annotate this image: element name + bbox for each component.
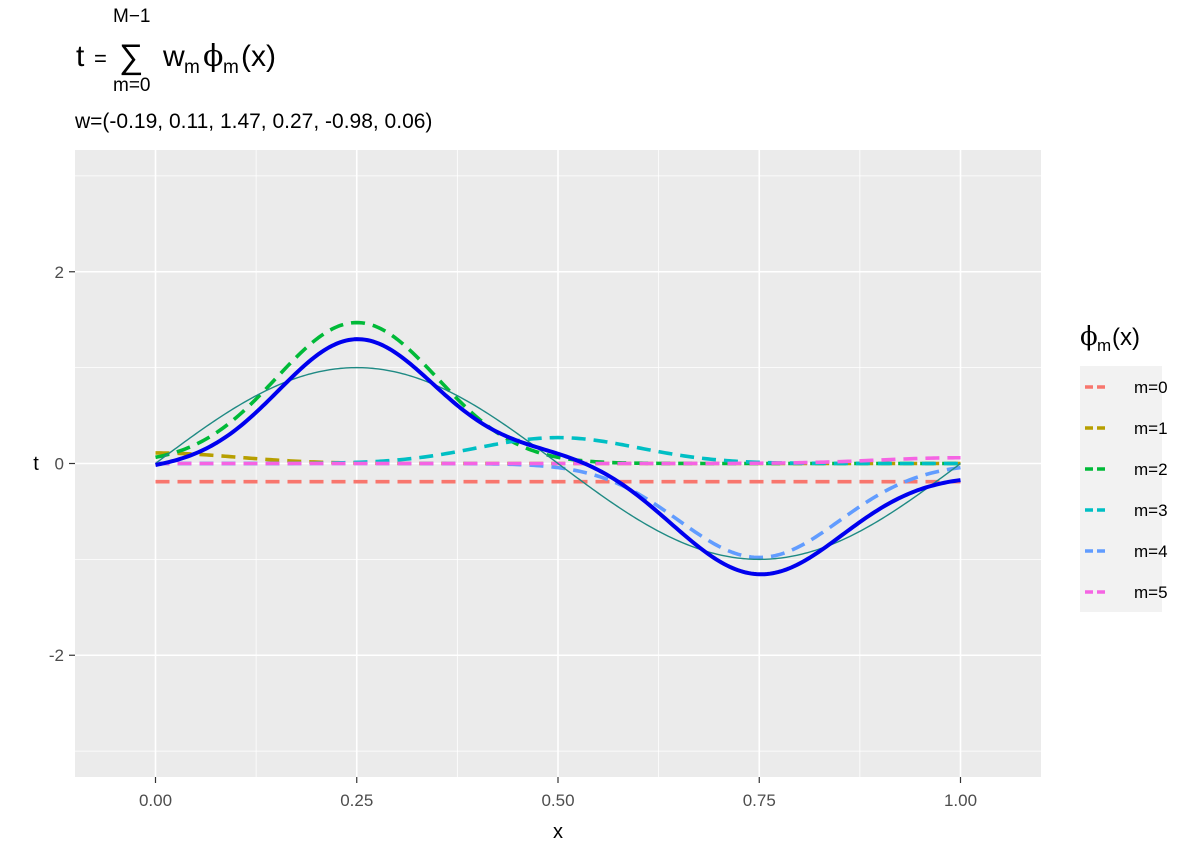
legend-label-m4: m=4: [1134, 542, 1168, 561]
legend-label-m0: m=0: [1134, 378, 1168, 397]
legend: ϕ m (x) m=0 m=1 m=2 m=3 m=4 m=5: [1080, 322, 1168, 612]
title-equals: =: [94, 46, 107, 71]
y-tick-label: -2: [49, 646, 64, 665]
title-sum-symbol: ∑: [119, 38, 143, 76]
title-lhs: t: [76, 40, 85, 73]
x-tick-label: 0.25: [340, 791, 373, 810]
title-phi-sub: m: [223, 57, 239, 78]
legend-label-m2: m=2: [1134, 460, 1168, 479]
x-tick-label: 0.75: [743, 791, 776, 810]
legend-entries: m=0 m=1 m=2 m=3 m=4 m=5: [1085, 378, 1168, 602]
y-axis-title: t: [33, 453, 39, 475]
title-sum-upper: M−1: [113, 6, 151, 27]
legend-title-sub: m: [1097, 336, 1111, 355]
x-tick-label: 0.00: [139, 791, 172, 810]
title-w: w: [162, 40, 185, 73]
legend-label-m1: m=1: [1134, 419, 1168, 438]
title-phi: ϕ: [203, 39, 223, 74]
x-tick-label: 0.50: [541, 791, 574, 810]
title-arg: (x): [241, 40, 276, 73]
legend-title-arg: (x): [1112, 324, 1140, 351]
y-tick-label: 0: [55, 455, 64, 474]
y-tick-label: 2: [55, 263, 64, 282]
chart-subtitle: w=(-0.19, 0.11, 1.47, 0.27, -0.98, 0.06): [74, 110, 432, 133]
series-layer: [155, 320, 961, 577]
legend-label-m5: m=5: [1134, 583, 1168, 602]
legend-label-m3: m=3: [1134, 501, 1168, 520]
series-line-m2: [155, 320, 961, 466]
title-sum-lower: m=0: [113, 75, 151, 96]
axis-ticks: 0.00 0.25 0.50 0.75 1.00 -2 0 2: [49, 263, 977, 810]
title-w-sub: m: [184, 57, 200, 78]
legend-title-phi: ϕ: [1080, 322, 1098, 352]
x-tick-label: 1.00: [944, 791, 977, 810]
series-line-sum: [155, 337, 961, 577]
chart-title: t = M−1 ∑ m=0 w m ϕ m (x): [76, 6, 276, 96]
x-axis-title: x: [553, 821, 563, 843]
legend-key-background: [1080, 366, 1162, 612]
